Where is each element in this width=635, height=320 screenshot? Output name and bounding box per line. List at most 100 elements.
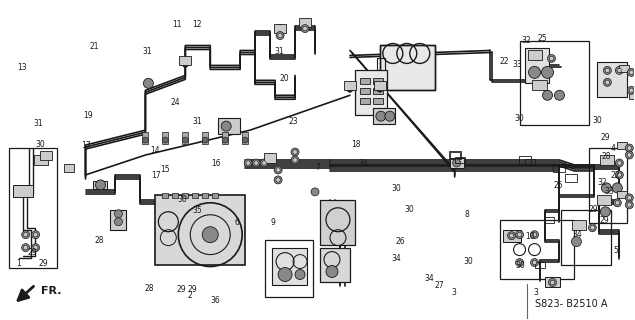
Circle shape: [603, 78, 612, 86]
Text: 31: 31: [34, 119, 44, 128]
Bar: [373, 108, 395, 124]
Circle shape: [278, 33, 283, 38]
Circle shape: [613, 199, 621, 207]
Text: 31: 31: [192, 117, 202, 126]
Bar: [156, 195, 245, 265]
Text: 19: 19: [83, 111, 93, 120]
Circle shape: [625, 151, 633, 159]
Bar: [519, 41, 589, 125]
Text: 34: 34: [572, 230, 582, 239]
Text: 4: 4: [611, 144, 616, 153]
Bar: [265, 240, 313, 297]
Circle shape: [518, 233, 522, 237]
Bar: [34, 155, 48, 165]
Bar: [163, 132, 168, 144]
Bar: [203, 193, 208, 198]
Circle shape: [551, 280, 555, 285]
Bar: [274, 24, 286, 33]
Circle shape: [376, 111, 386, 121]
Text: 8: 8: [464, 210, 469, 219]
Bar: [535, 261, 544, 268]
Circle shape: [242, 137, 248, 143]
Bar: [617, 191, 627, 198]
Bar: [222, 132, 228, 144]
Text: 21: 21: [89, 42, 98, 52]
Bar: [380, 45, 435, 90]
Text: 29: 29: [27, 248, 37, 257]
Circle shape: [221, 121, 231, 131]
Circle shape: [603, 67, 612, 74]
Bar: [299, 18, 311, 27]
Text: 17: 17: [81, 141, 91, 150]
Text: 13: 13: [17, 63, 27, 72]
Circle shape: [326, 266, 338, 277]
Text: 32: 32: [522, 36, 531, 45]
Circle shape: [377, 86, 383, 92]
Bar: [218, 118, 240, 134]
Bar: [172, 193, 178, 198]
Circle shape: [627, 68, 635, 76]
Circle shape: [528, 67, 540, 78]
Bar: [320, 200, 355, 244]
Bar: [572, 220, 586, 230]
Text: 18: 18: [351, 140, 360, 148]
Bar: [373, 98, 383, 104]
Bar: [525, 159, 535, 165]
Bar: [380, 45, 435, 90]
Circle shape: [542, 67, 554, 78]
Circle shape: [244, 159, 252, 167]
Bar: [554, 164, 565, 172]
Bar: [110, 210, 126, 230]
Circle shape: [625, 194, 633, 202]
Text: 34: 34: [359, 159, 369, 168]
Bar: [449, 151, 460, 159]
Text: 30: 30: [592, 116, 603, 125]
Bar: [212, 193, 218, 198]
Text: 25: 25: [554, 181, 563, 190]
Text: 28: 28: [94, 236, 104, 245]
Circle shape: [114, 218, 123, 226]
Bar: [39, 150, 51, 159]
Circle shape: [311, 188, 319, 196]
Circle shape: [295, 269, 305, 279]
Bar: [544, 277, 561, 287]
Circle shape: [589, 224, 596, 232]
Circle shape: [291, 156, 299, 164]
Bar: [617, 141, 627, 148]
Circle shape: [627, 153, 632, 157]
Text: 14: 14: [150, 146, 159, 155]
Text: 30: 30: [516, 261, 525, 270]
Text: FR.: FR.: [41, 286, 61, 296]
Circle shape: [293, 158, 297, 162]
Bar: [360, 78, 370, 84]
Bar: [242, 132, 248, 144]
Circle shape: [617, 173, 622, 177]
Circle shape: [95, 180, 105, 190]
Circle shape: [182, 61, 189, 68]
Bar: [203, 132, 208, 144]
Circle shape: [203, 227, 218, 243]
Circle shape: [114, 210, 123, 218]
Text: 28: 28: [145, 284, 154, 292]
Text: 22: 22: [500, 57, 509, 66]
Circle shape: [385, 111, 395, 121]
Circle shape: [278, 268, 292, 282]
Circle shape: [142, 137, 149, 143]
Text: 29: 29: [601, 133, 611, 142]
Text: 2: 2: [187, 291, 192, 300]
Text: 15: 15: [161, 165, 170, 174]
Bar: [179, 56, 191, 65]
Bar: [355, 70, 387, 115]
Text: 6: 6: [234, 218, 239, 227]
Circle shape: [627, 196, 632, 200]
Circle shape: [23, 245, 28, 250]
Circle shape: [542, 90, 552, 100]
Bar: [565, 174, 577, 182]
Circle shape: [590, 226, 594, 230]
Circle shape: [615, 201, 620, 205]
Circle shape: [260, 159, 268, 167]
Bar: [182, 193, 189, 198]
Text: 29: 29: [589, 205, 599, 214]
Circle shape: [600, 207, 610, 217]
Circle shape: [293, 150, 297, 154]
